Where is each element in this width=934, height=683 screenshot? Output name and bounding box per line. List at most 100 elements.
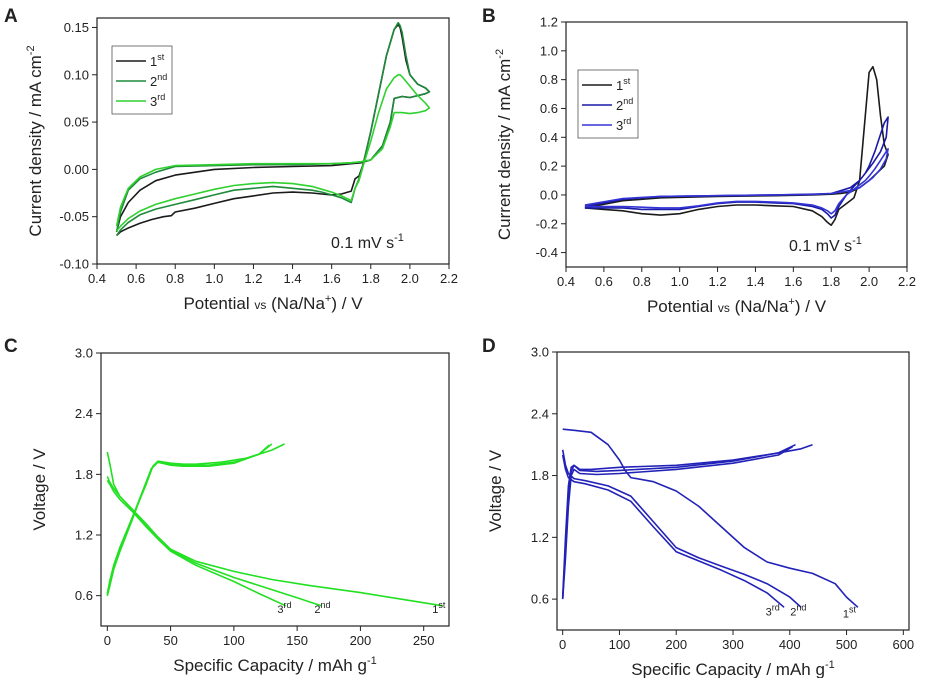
series-line-1st-discharge — [562, 428, 859, 608]
cycle-label-base: 2 — [790, 607, 796, 619]
scan-rate-sup: -1 — [852, 235, 862, 247]
x-tick-label: 200 — [665, 637, 687, 652]
panel-b: B 0.4 0.6 0.8 1.0 1.2 1.4 1.6 1.8 2.0 2.2 -0.4 -0.2 0… — [482, 6, 916, 316]
cycle-label-base: 1 — [843, 609, 849, 621]
y-tick-label: 0.6 — [75, 588, 93, 603]
y-axis-title-sup: -2 — [25, 45, 37, 55]
x-axis-title-end: ) / V — [331, 294, 363, 313]
x-tick-label: 0.6 — [595, 274, 613, 289]
x-tick-label: 1.2 — [709, 274, 727, 289]
x-axis-title-main: Specific Capacity / mAh g — [173, 656, 367, 675]
panel-a: A 0.4 0.6 0.8 1.0 1.2 1.4 1.6 1.8 2.0 2.2 -0.10 -0.0… — [4, 6, 458, 313]
y-axis-title-main: Voltage / V — [486, 449, 505, 532]
x-tick-label: 1.2 — [244, 271, 262, 286]
x-axis-title-main: Specific Capacity / mAh g — [631, 660, 825, 678]
cycle-label: 1st — [432, 600, 446, 616]
y-tick-label: 1.2 — [540, 15, 558, 30]
legend-label: 1st — [616, 76, 631, 93]
y-axis-title: Current density / mA cm-2 — [25, 45, 45, 236]
cycle-label: 3rd — [277, 600, 291, 616]
x-tick-label: 250 — [413, 633, 435, 648]
y-tick-label: 0.15 — [64, 20, 89, 35]
y-tick-label: 2.4 — [75, 406, 93, 421]
x-tick-label: 2.0 — [401, 271, 419, 286]
series-line-3rd — [584, 148, 889, 215]
x-axis-title: Potential vs (Na/Na+) / V — [647, 296, 827, 316]
plot-frame — [100, 352, 450, 627]
x-tick-label: 1.4 — [284, 271, 302, 286]
x-tick-label: 100 — [223, 633, 245, 648]
x-tick-label: 200 — [350, 633, 372, 648]
cycle-label-sup: rd — [284, 600, 292, 610]
legend-label: 2nd — [616, 96, 633, 113]
y-tick-label: 3.0 — [75, 346, 93, 361]
scan-rate-text: 0.1 mV s — [331, 235, 394, 252]
x-axis-title-main: Potential — [183, 294, 254, 313]
scan-rate-text: 0.1 mV s — [789, 238, 852, 255]
scan-rate-annotation: 0.1 mV s-1 — [789, 235, 862, 255]
legend-label: 3rd — [616, 116, 631, 133]
x-axis-title-rest: (Na/Na — [730, 297, 789, 316]
series-line-3rd-discharge — [106, 479, 287, 607]
x-tick-label: 1.8 — [362, 271, 380, 286]
legend-box — [111, 45, 173, 115]
cycle-label-sup: st — [438, 600, 446, 610]
x-tick-label: 400 — [779, 637, 801, 652]
cycle-label-base: 3 — [277, 604, 283, 616]
cycle-label: 2nd — [790, 603, 806, 619]
x-axis-title-sup: -1 — [367, 655, 377, 667]
cycle-label-base: 1 — [432, 604, 438, 616]
y-tick-label: 1.2 — [75, 528, 93, 543]
series-line-1st — [115, 23, 431, 237]
y-tick-label: 0.10 — [64, 67, 89, 82]
x-tick-label: 0.4 — [88, 271, 106, 286]
x-tick-label: 1.4 — [746, 274, 764, 289]
x-axis-title: Potential vs (Na/Na+) / V — [183, 293, 363, 313]
y-axis-title-main: Current density / mA cm — [26, 55, 45, 236]
x-tick-label: 500 — [836, 637, 858, 652]
panel-letter-a: A — [4, 6, 18, 27]
y-tick-label: -0.05 — [59, 209, 89, 224]
y-tick-label: 0.00 — [64, 162, 89, 177]
y-tick-label: 0.4 — [540, 130, 558, 145]
x-tick-label: 300 — [722, 637, 744, 652]
cycle-label-sup: nd — [321, 600, 331, 610]
x-axis-title-main: Potential — [647, 297, 718, 316]
cycle-label: 1st — [843, 605, 857, 621]
series-line-1st — [584, 65, 889, 226]
cycle-label-sup: nd — [796, 603, 806, 613]
x-tick-label: 50 — [163, 633, 177, 648]
legend-label-base: 2 — [616, 98, 623, 113]
legend-label-sup: rd — [157, 92, 165, 102]
x-axis-title-sup: -1 — [825, 659, 835, 671]
legend-label-sup: st — [157, 52, 165, 62]
legend-label-base: 1 — [616, 78, 623, 93]
x-tick-label: 100 — [609, 637, 631, 652]
y-tick-label: -0.4 — [536, 245, 558, 260]
y-axis-title: Voltage / V — [30, 448, 49, 531]
y-tick-label: 0.6 — [531, 592, 549, 607]
y-tick-label: 0.2 — [540, 159, 558, 174]
legend-label-sup: nd — [623, 96, 633, 106]
y-tick-label: -0.10 — [59, 257, 89, 272]
cycle-label: 2nd — [314, 600, 330, 616]
y-tick-label: 1.2 — [531, 530, 549, 545]
x-tick-label: 0.8 — [633, 274, 651, 289]
series-line-3rd-discharge — [561, 454, 785, 608]
plot-frame — [96, 17, 450, 265]
legend-label-base: 3 — [150, 94, 157, 109]
x-tick-label: 0.4 — [557, 274, 575, 289]
y-tick-label: 0.0 — [540, 187, 558, 202]
scan-rate-sup: -1 — [394, 232, 404, 244]
x-tick-label: 1.6 — [784, 274, 802, 289]
x-tick-label: 2.2 — [898, 274, 916, 289]
x-axis-title-sup: + — [788, 296, 794, 308]
x-tick-label: 0.8 — [166, 271, 184, 286]
y-axis-title-sup: -2 — [494, 49, 506, 59]
series-line-2nd-discharge — [106, 476, 322, 607]
x-axis-title-end: ) / V — [795, 297, 827, 316]
x-tick-label: 1.6 — [323, 271, 341, 286]
x-tick-label: 1.0 — [671, 274, 689, 289]
